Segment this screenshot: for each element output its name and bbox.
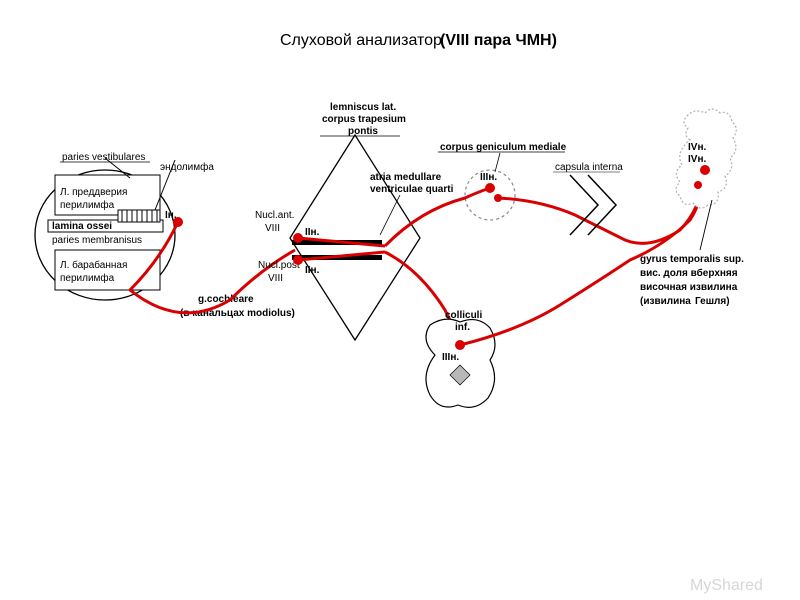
lbl-nucl-ant2: VIII bbox=[265, 223, 280, 234]
lbl-lamina: lamina ossei bbox=[52, 221, 112, 232]
lbl-gyrus2: вис. доля вберхняя bbox=[640, 267, 738, 279]
lbl-In: Iн. bbox=[165, 210, 177, 221]
diagram-canvas: Слуховой анализатор (VIII пара ЧМН) pari… bbox=[0, 0, 800, 600]
lbl-capsula: capsula interna bbox=[555, 162, 623, 173]
cochlea-region: paries vestibulares эндолимфа Л. преддве… bbox=[35, 152, 214, 300]
lbl-atria2: ventriculae quarti bbox=[370, 184, 454, 195]
lbl-nucl-ant: Nucl.ant. bbox=[255, 210, 294, 221]
lbl-endolympha: эндолимфа bbox=[160, 161, 214, 173]
page-subtitle: (VIII пара ЧМН) bbox=[440, 32, 557, 49]
lbl-IIIn2: IIIн. bbox=[442, 352, 459, 363]
lbl-IIIn1: IIIн. bbox=[480, 172, 497, 183]
capsula-region bbox=[570, 175, 616, 235]
lbl-colliculi: colliculi bbox=[445, 310, 482, 321]
path-pons-geniculum bbox=[385, 188, 490, 246]
lbl-gyrus1: gyrus temporalis sup. bbox=[640, 254, 744, 265]
cortex-region: IVн. IVн. bbox=[676, 109, 736, 250]
lbl-IVn2: IVн. bbox=[688, 154, 706, 165]
lbl-perilimfa1: перилимфа bbox=[60, 199, 115, 211]
lbl-inf: inf. bbox=[455, 322, 470, 333]
lbl-baraban: Л. барабанная bbox=[60, 259, 127, 271]
lbl-corpus-gen: corpus geniculum mediale bbox=[440, 142, 567, 153]
lbl-IVn1: IVн. bbox=[688, 142, 706, 153]
lbl-perilimfa2: перилимфа bbox=[60, 272, 115, 284]
gyrus-labels: gyrus temporalis sup. вис. доля вберхняя… bbox=[640, 254, 744, 307]
pons-region: lemniscus lat. corpus trapesium pontis N… bbox=[255, 102, 420, 340]
lbl-gyrus4: (извилина bbox=[640, 296, 691, 307]
lbl-pontis: pontis bbox=[348, 126, 378, 137]
geniculum-region: corpus geniculum mediale IIIн. bbox=[438, 142, 567, 220]
colliculi-region: colliculi inf. IIIн. bbox=[426, 310, 495, 407]
lbl-IIn1: IIн. bbox=[305, 227, 320, 238]
lbl-IIn2: IIн. bbox=[305, 265, 320, 276]
lbl-corpus-trap: corpus trapesium bbox=[322, 114, 406, 125]
lbl-gyrus5: Гешля) bbox=[695, 296, 730, 307]
lbl-paries-vest: paries vestibulares bbox=[62, 152, 145, 163]
lbl-lemniscus: lemniscus lat. bbox=[330, 102, 396, 113]
watermark: MyShared bbox=[690, 577, 763, 594]
lbl-atria: atria medullare bbox=[370, 172, 442, 183]
lbl-gyrus3: височная извилина bbox=[640, 282, 738, 293]
lbl-preddveria: Л. преддверия bbox=[60, 187, 127, 198]
lbl-paries-memb: paries membranisus bbox=[52, 235, 142, 246]
page-title: Слуховой анализатор bbox=[280, 32, 442, 49]
lbl-nucl-post2: VIII bbox=[268, 273, 283, 284]
